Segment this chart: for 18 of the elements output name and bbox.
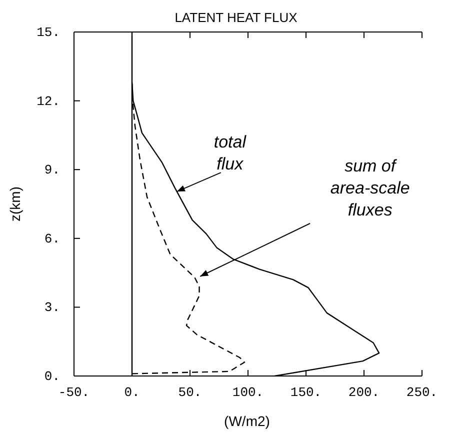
y-tick-label: 12. xyxy=(36,94,60,109)
x-tick-label: 150. xyxy=(290,385,322,400)
y-tick-label: 0. xyxy=(44,369,60,384)
x-tick-label: 50. xyxy=(178,385,202,400)
annotation: total flux xyxy=(214,132,248,174)
y-axis-title: z(km) xyxy=(7,186,23,222)
x-tick-label: 250. xyxy=(406,385,438,400)
x-tick-label: 200. xyxy=(348,385,380,400)
annotation: sum of area-scale fluxes xyxy=(330,156,410,220)
x-axis-title: (W/m2) xyxy=(224,413,270,429)
x-tick-label: 0. xyxy=(124,385,140,400)
x-tick-label: -50. xyxy=(58,385,90,400)
chart-title: LATENT HEAT FLUX xyxy=(174,10,298,25)
y-tick-label: 3. xyxy=(44,300,60,316)
x-tick-label: 100. xyxy=(232,385,264,400)
y-tick-label: 15. xyxy=(36,25,60,40)
y-tick-label: 6. xyxy=(44,231,60,246)
y-tick-label: 9. xyxy=(44,162,60,178)
